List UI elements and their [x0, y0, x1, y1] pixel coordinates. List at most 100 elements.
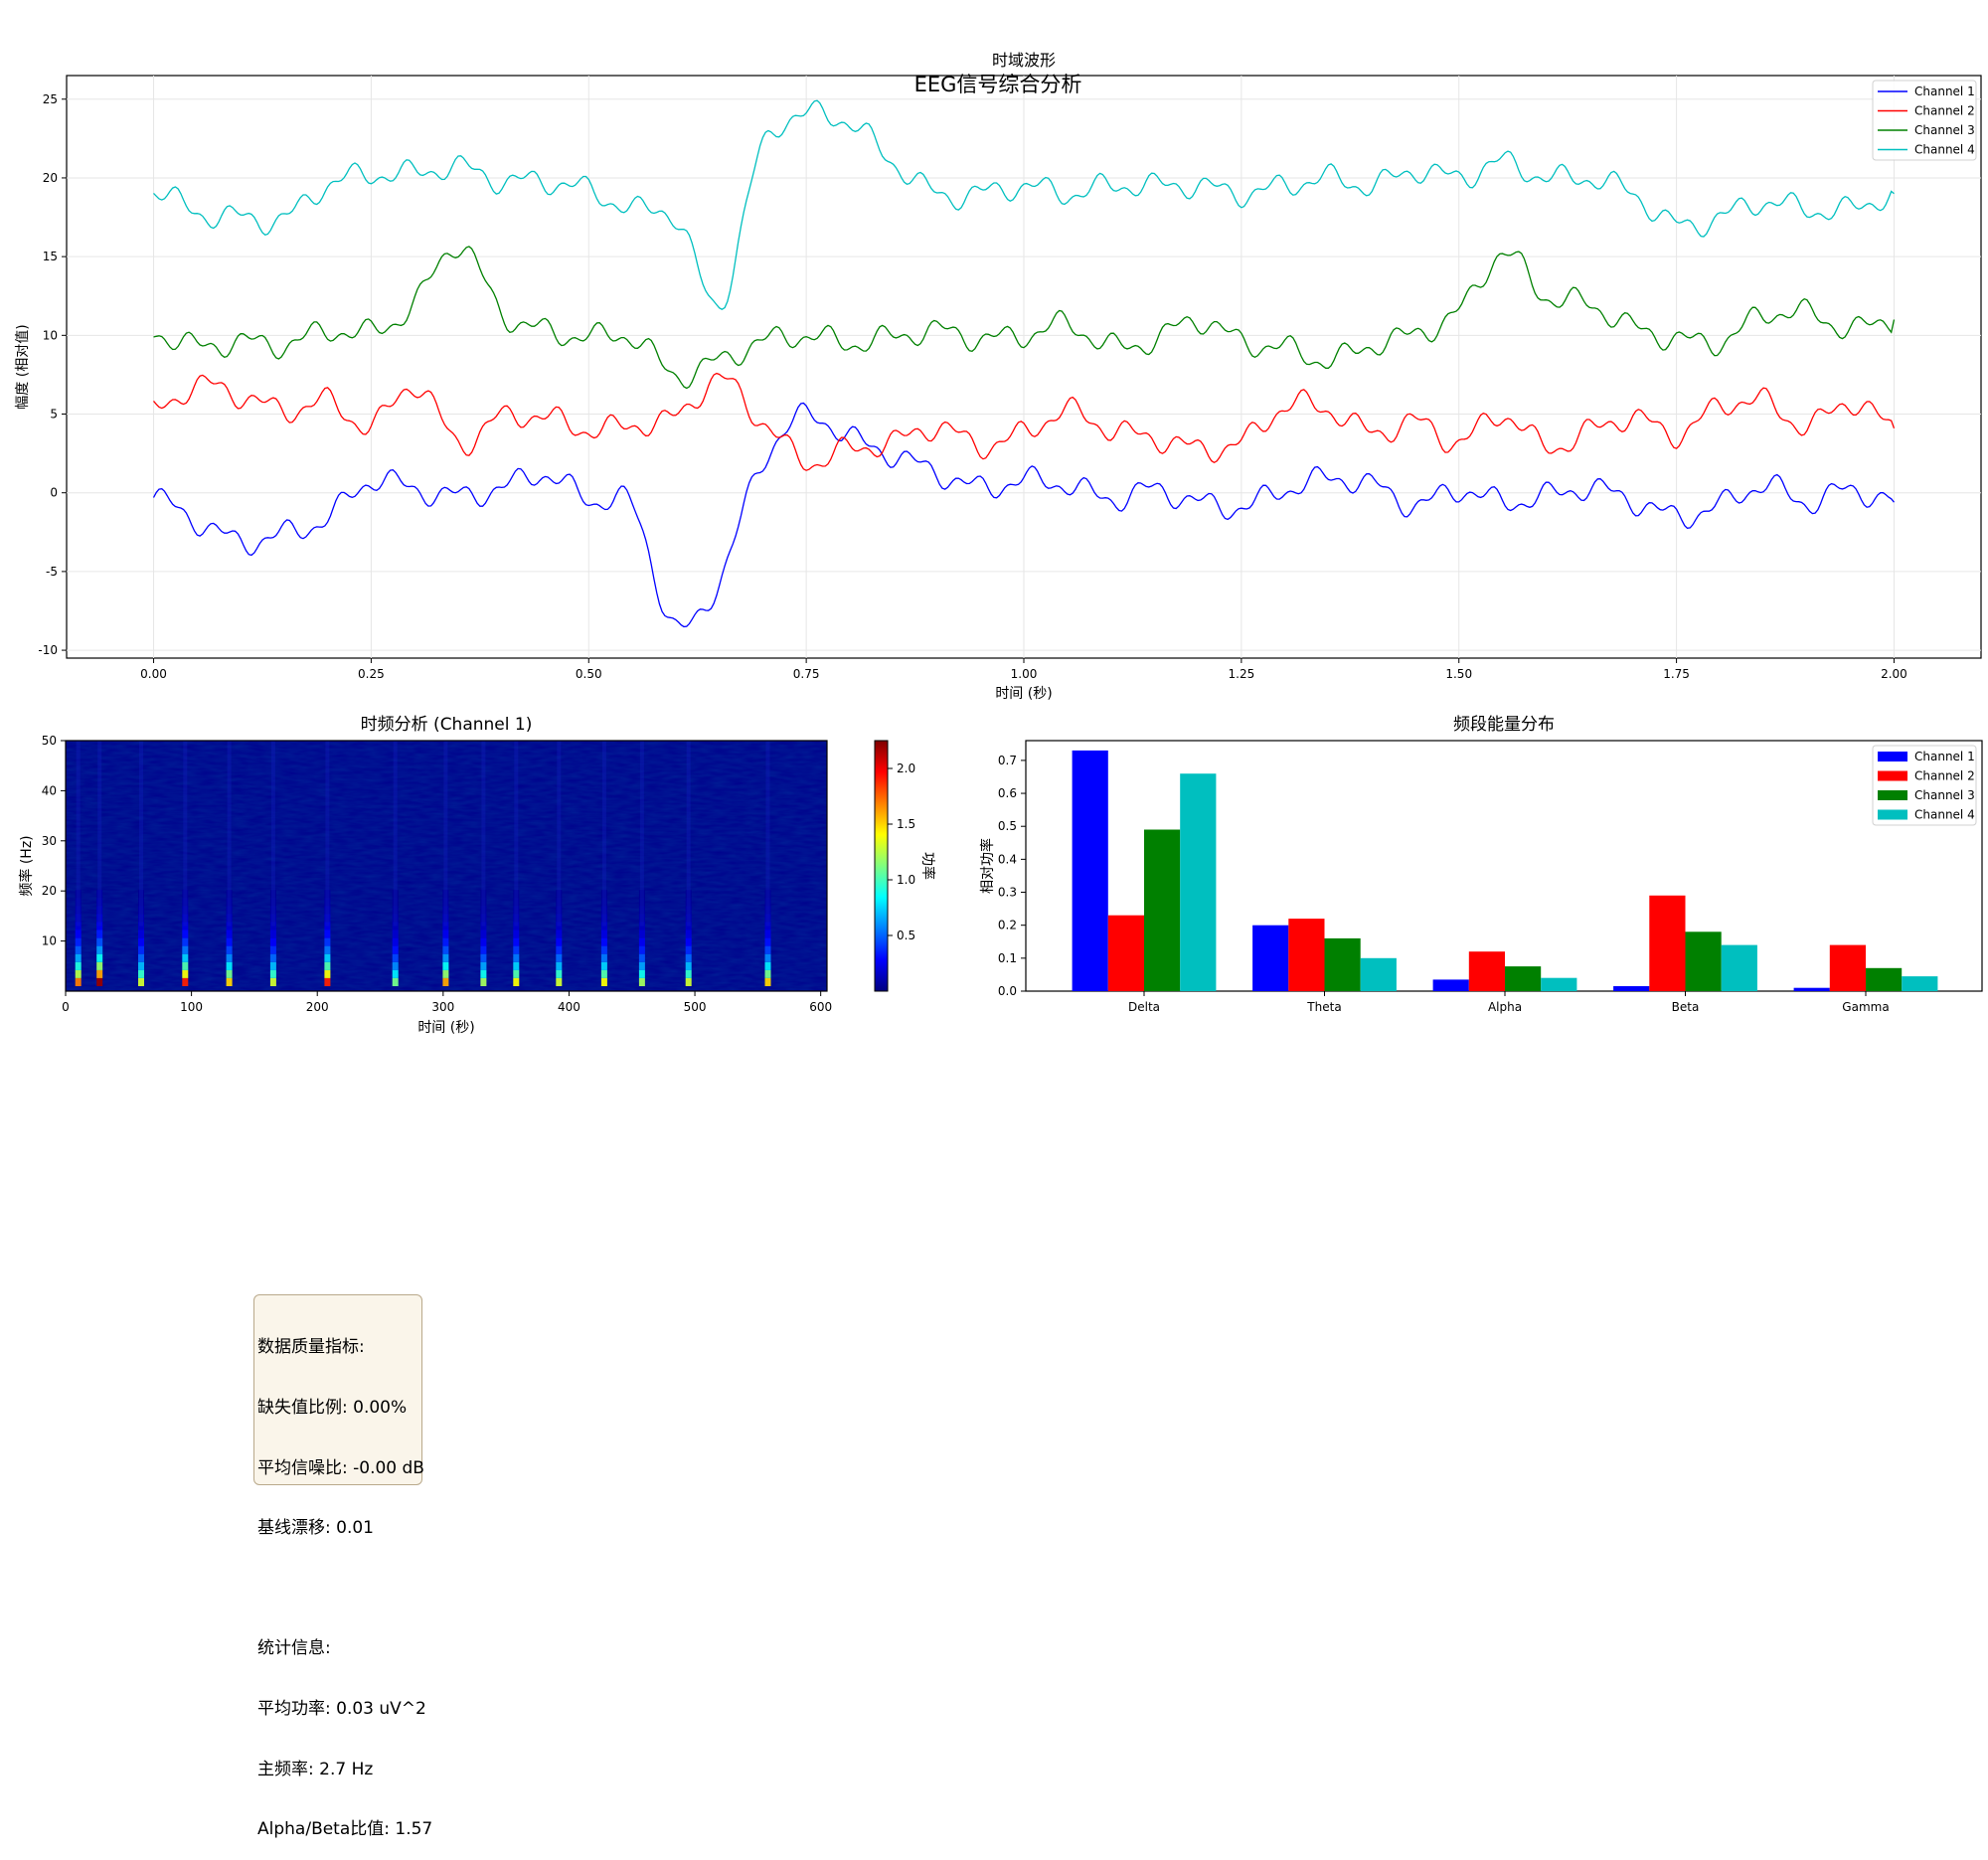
time-domain-title: 时域波形 [992, 51, 1056, 70]
spectrogram-burst-streak [227, 741, 232, 927]
spectrogram-axes-frame [65, 740, 828, 992]
bar-gamma-channel-4 [1902, 976, 1938, 991]
spectrogram-burst-cell [480, 953, 487, 962]
spectrogram-burst-streak [686, 741, 691, 927]
figure-suptitle: EEG信号综合分析 [914, 73, 1082, 96]
bar-gamma-channel-3 [1866, 967, 1903, 991]
spectrogram-burst-cell [226, 898, 233, 907]
spectrogram-burst-cell [556, 898, 563, 907]
spectrogram-burst-cell [269, 953, 276, 962]
spectrogram-burst-cell [96, 937, 103, 946]
spectrogram-burst-streak [393, 741, 398, 927]
spectrogram-burst-cell [480, 937, 487, 946]
time-domain-line-channel-1 [152, 402, 1896, 628]
time-domain-ticks: 0.00 0.25 0.50 0.75 1.00 1.25 1.50 1.75 2.00 -10 -… [38, 92, 1906, 681]
spectrogram-burst-cell [269, 890, 276, 899]
band-energy-legend-swatch [1878, 790, 1907, 800]
spectrogram-burst-cell [324, 977, 331, 986]
spectrogram-burst-cell [638, 930, 645, 938]
spectrogram-burst-cell [513, 930, 520, 938]
spectrogram-burst-cell [513, 890, 520, 899]
spectrogram-burst-cell [600, 977, 607, 986]
spectrogram-burst-cell [513, 898, 520, 907]
spectrogram-burst-cell [324, 914, 331, 923]
stats-line-alpha-beta-ratio: Alpha/Beta比值: 1.57 [257, 1819, 433, 1840]
stats-line-mean-power: 平均功率: 0.03 uV^2 [257, 1698, 426, 1719]
band-energy-legend-label: Channel 2 [1914, 769, 1975, 783]
time-domain-ytick-label: 10 [43, 328, 58, 342]
stats-line-quality-heading: 数据质量指标: [257, 1337, 365, 1358]
spectrogram-burst-streak [139, 741, 143, 927]
spectrogram-burst-streak [443, 741, 448, 927]
spectrogram-burst-cell [685, 914, 692, 923]
bar-delta-channel-1 [1072, 750, 1108, 991]
spectrogram-burst-cell [685, 898, 692, 907]
time-domain-xtick-label: 0.00 [140, 667, 167, 681]
spectrogram-xtick-label: 600 [809, 1000, 832, 1014]
spectrogram-burst-cell [442, 898, 449, 907]
band-energy-ticks: Delta Theta Alpha Beta Gamma 0.0 0.1 0.2 0.3 0.4 0… [998, 754, 1890, 1014]
spectrogram-burst-cell [392, 922, 399, 930]
spectrogram-burst-cell [638, 922, 645, 930]
band-energy-xtick-label: Beta [1672, 1000, 1700, 1014]
spectrogram-burst-cell [75, 890, 82, 899]
spectrogram-burst-streak [325, 741, 330, 927]
spectrogram-burst-cell [764, 937, 771, 946]
spectrogram-burst-cell [392, 953, 399, 962]
time-domain-line-channel-4 [153, 99, 1895, 310]
colorbar-tick-label: 0.5 [897, 929, 915, 942]
spectrogram-burst-cell [269, 930, 276, 938]
time-domain-ylabel: 幅度 (相对值) [15, 324, 31, 409]
spectrogram-panel: 0 100 200 300 400 500 600 10 20 30 40 50 时频分析 (Chan… [18, 715, 936, 1036]
bar-beta-channel-2 [1649, 895, 1686, 991]
spectrogram-xtick-label: 300 [431, 1000, 454, 1014]
band-energy-ytick-label: 0.2 [998, 919, 1017, 932]
time-domain-grid [67, 76, 1981, 658]
colorbar-ticks: 0.5 1.0 1.5 2.0 [888, 761, 915, 942]
band-energy-legend-swatch [1878, 809, 1907, 820]
spectrogram-burst-cell [685, 953, 692, 962]
spectrogram-burst-cell [75, 906, 82, 915]
spectrogram-burst-cell [638, 945, 645, 954]
spectrogram-burst-cell [226, 906, 233, 915]
spectrogram-burst-cell [75, 961, 82, 970]
spectrogram-burst-cell [324, 937, 331, 946]
spectrogram-burst-cell [513, 922, 520, 930]
spectrogram-burst-cell [392, 930, 399, 938]
spectrogram-burst-cell [556, 914, 563, 923]
spectrogram-burst-cell [75, 930, 82, 938]
bar-alpha-channel-1 [1432, 979, 1469, 991]
spectrogram-burst-cell [324, 961, 331, 970]
spectrogram-burst-cell [269, 969, 276, 978]
spectrogram-ytick-label: 10 [42, 934, 57, 948]
spectrogram-burst-cell [96, 961, 103, 970]
spectrogram-burst-cell [513, 977, 520, 986]
time-domain-xtick-label: 0.75 [793, 667, 820, 681]
spectrogram-burst-cell [96, 906, 103, 915]
spectrogram-burst-cell [442, 945, 449, 954]
time-domain-ytick-label: 5 [50, 408, 58, 422]
time-domain-xtick-label: 1.75 [1663, 667, 1690, 681]
spectrogram-burst-cell [638, 977, 645, 986]
spectrogram-burst-cell [324, 898, 331, 907]
spectrogram-burst-streak [514, 741, 519, 927]
spectrogram-burst-cell [138, 953, 144, 962]
time-domain-xtick-label: 0.50 [576, 667, 602, 681]
spectrogram-burst-cell [513, 945, 520, 954]
spectrogram-burst-cell [269, 914, 276, 923]
spectrogram-burst-cell [480, 977, 487, 986]
spectrogram-ticks: 0 100 200 300 400 500 600 10 20 30 40 50 [42, 734, 832, 1014]
stats-line-baseline-drift: 基线漂移: 0.01 [257, 1518, 374, 1539]
spectrogram-burst-cell [480, 969, 487, 978]
spectrogram-burst-cell [182, 945, 189, 954]
bar-theta-channel-1 [1252, 925, 1289, 991]
spectrogram-xtick-label: 400 [558, 1000, 580, 1014]
spectrogram-burst-cell [96, 890, 103, 899]
spectrogram-burst-streak [639, 741, 644, 927]
spectrogram-burst-cell [556, 906, 563, 915]
spectrogram-burst-cell [442, 969, 449, 978]
stats-line-dominant-freq: 主频率: 2.7 Hz [257, 1759, 374, 1779]
spectrogram-burst-cell [764, 890, 771, 899]
spectrogram-burst-cell [638, 914, 645, 923]
time-domain-ytick-label: 0 [50, 486, 58, 500]
